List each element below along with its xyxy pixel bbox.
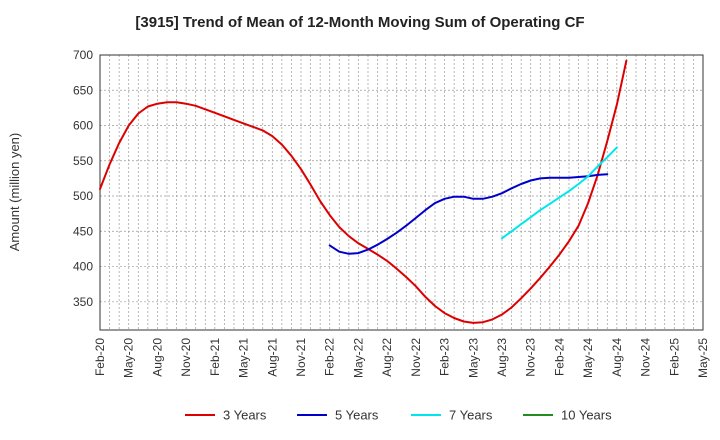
y-tick-label: 400 [73,260,93,274]
y-tick-label: 600 [73,119,93,133]
legend-label-7-years: 7 Years [449,408,493,423]
x-tick-label: Feb-25 [667,338,681,376]
x-tick-label: May-21 [237,338,251,378]
axes: 350 400 450 500 550 600 650 700 Feb-20 May-20 Aug-… [73,48,710,378]
x-tick-label: Nov-20 [179,338,193,377]
x-tick-label: Aug-23 [495,338,509,377]
x-tick-label: May-24 [581,338,595,378]
plot-frame [99,54,704,331]
x-tick-label: Aug-22 [380,338,394,377]
x-tick-label: Feb-22 [323,338,337,376]
x-tick-label: Feb-23 [438,338,452,376]
x-tick-label: Feb-24 [552,338,566,376]
series-lines [99,59,628,324]
y-tick-label: 350 [73,295,93,309]
x-tick-label: Nov-21 [294,338,308,377]
legend-label-10-years: 10 Years [561,408,612,423]
x-tick-label: Feb-20 [93,338,107,376]
y-axis-title: Amount (million yen) [7,133,22,252]
x-tick-label: May-23 [466,338,480,378]
series-line-5-years [328,173,609,255]
series-line-7-years [501,146,618,240]
y-tick-label: 650 [73,83,93,97]
grid-lines [100,54,703,330]
x-tick-label: May-20 [122,338,136,378]
legend-label-3-years: 3 Years [223,408,267,423]
x-tick-label: Nov-22 [409,338,423,377]
series-line-3-years [99,59,628,324]
legend: 3 Years 5 Years 7 Years 10 Years [185,408,612,423]
y-tick-label: 450 [73,224,93,238]
x-tick-label: May-22 [351,338,365,378]
x-tick-label: Aug-24 [610,338,624,377]
x-tick-label: Nov-24 [639,338,653,377]
x-tick-label: May-25 [696,338,710,378]
x-tick-label: Aug-21 [265,338,279,377]
plot-background [100,55,703,330]
chart-title: [3915] Trend of Mean of 12-Month Moving … [135,14,585,31]
y-tick-label: 700 [73,48,93,62]
x-tick-label: Aug-20 [150,338,164,377]
x-tick-label: Nov-23 [524,338,538,377]
x-tick-label: Feb-21 [208,338,222,376]
y-tick-label: 500 [73,189,93,203]
legend-label-5-years: 5 Years [335,408,379,423]
y-tick-label: 550 [73,154,93,168]
